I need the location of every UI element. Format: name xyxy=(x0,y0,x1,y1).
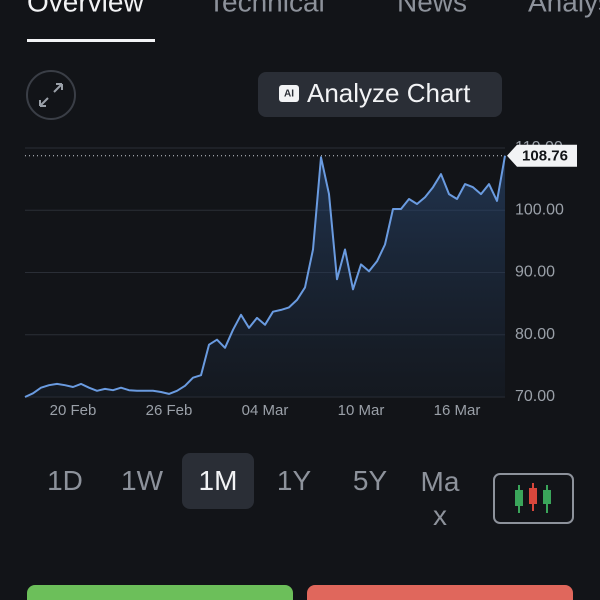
tab-underline xyxy=(27,39,155,42)
tab[interactable]: News xyxy=(397,0,467,17)
candle-icon xyxy=(515,483,551,513)
y-tick-label: 80.00 xyxy=(515,326,555,343)
price-line xyxy=(24,155,506,398)
range-button[interactable]: 5Y xyxy=(352,465,388,496)
last-price-tag xyxy=(507,144,577,167)
analyze-label[interactable]: Analyze Chart xyxy=(307,78,471,108)
x-tick-label: 20 Feb xyxy=(50,402,97,419)
analyze-button[interactable] xyxy=(258,72,502,117)
x-tick-label: 16 Mar xyxy=(434,402,481,419)
chart-type-button[interactable] xyxy=(493,473,574,524)
expand-button[interactable] xyxy=(26,70,76,120)
tab[interactable]: Technical xyxy=(208,0,325,17)
area-fill xyxy=(25,155,505,397)
tab[interactable]: Analysis xyxy=(528,0,600,17)
range-button[interactable]: 1M xyxy=(182,453,254,509)
y-tick-label: 70.00 xyxy=(515,388,555,405)
x-tick-label: 26 Feb xyxy=(146,402,193,419)
range-button[interactable]: 1W xyxy=(121,465,163,496)
ai-icon xyxy=(279,85,299,102)
range-button[interactable]: Max xyxy=(420,466,460,531)
tab[interactable]: Overview xyxy=(27,0,144,17)
last-price-label: 108.76 xyxy=(522,148,568,165)
sell-button[interactable] xyxy=(307,585,573,600)
range-button[interactable]: 1Y xyxy=(276,465,312,496)
buy-button[interactable] xyxy=(27,585,293,600)
y-tick-label: 90.00 xyxy=(515,264,555,281)
range-button[interactable]: 1D xyxy=(47,465,83,496)
ai-badge: AI xyxy=(284,89,294,100)
y-tick-label: 100.00 xyxy=(515,201,564,218)
x-tick-label: 10 Mar xyxy=(338,402,385,419)
expand-icon xyxy=(39,83,63,107)
x-tick-label: 04 Mar xyxy=(242,402,289,419)
